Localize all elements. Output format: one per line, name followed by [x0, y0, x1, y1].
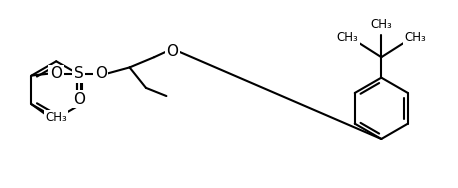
- Text: CH₃: CH₃: [371, 18, 392, 31]
- Text: O: O: [95, 66, 107, 81]
- Text: CH₃: CH₃: [337, 31, 359, 44]
- Text: O: O: [50, 66, 62, 81]
- Text: CH₃: CH₃: [45, 111, 67, 124]
- Text: S: S: [74, 66, 83, 81]
- Text: CH₃: CH₃: [404, 31, 426, 44]
- Text: O: O: [167, 44, 179, 59]
- Text: O: O: [73, 92, 86, 107]
